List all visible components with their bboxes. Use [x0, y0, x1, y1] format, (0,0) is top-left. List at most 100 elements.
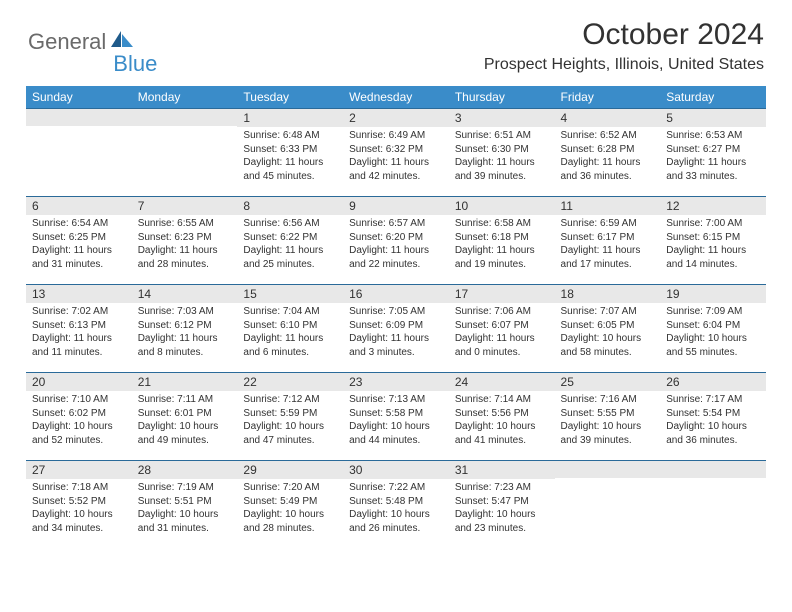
day-content: Sunrise: 7:03 AMSunset: 6:12 PMDaylight:…	[132, 303, 238, 361]
logo-sail-icon	[111, 31, 133, 47]
daylight-text: Daylight: 10 hours	[349, 420, 443, 434]
sunrise-text: Sunrise: 7:19 AM	[138, 481, 232, 495]
daylight-text: and 39 minutes.	[455, 170, 549, 184]
daylight-text: and 17 minutes.	[561, 258, 655, 272]
day-number: 30	[343, 461, 449, 479]
day-number: 19	[660, 285, 766, 303]
daylight-text: and 36 minutes.	[666, 434, 760, 448]
sunrise-text: Sunrise: 6:49 AM	[349, 129, 443, 143]
daylight-text: Daylight: 11 hours	[561, 156, 655, 170]
col-sunday: Sunday	[26, 86, 132, 109]
daylight-text: Daylight: 11 hours	[138, 244, 232, 258]
sunset-text: Sunset: 6:23 PM	[138, 231, 232, 245]
daylight-text: and 55 minutes.	[666, 346, 760, 360]
daylight-text: and 14 minutes.	[666, 258, 760, 272]
day-content: Sunrise: 7:17 AMSunset: 5:54 PMDaylight:…	[660, 391, 766, 449]
day-number: 20	[26, 373, 132, 391]
day-number: 22	[237, 373, 343, 391]
sunset-text: Sunset: 6:07 PM	[455, 319, 549, 333]
daylight-text: Daylight: 11 hours	[666, 244, 760, 258]
day-number: 21	[132, 373, 238, 391]
sunset-text: Sunset: 5:52 PM	[32, 495, 126, 509]
col-wednesday: Wednesday	[343, 86, 449, 109]
day-content: Sunrise: 7:02 AMSunset: 6:13 PMDaylight:…	[26, 303, 132, 361]
calendar-cell: 13Sunrise: 7:02 AMSunset: 6:13 PMDayligh…	[26, 285, 132, 373]
day-content: Sunrise: 6:55 AMSunset: 6:23 PMDaylight:…	[132, 215, 238, 273]
sunset-text: Sunset: 6:04 PM	[666, 319, 760, 333]
day-content	[26, 126, 132, 130]
sunrise-text: Sunrise: 7:13 AM	[349, 393, 443, 407]
day-number: 2	[343, 109, 449, 127]
day-content: Sunrise: 6:54 AMSunset: 6:25 PMDaylight:…	[26, 215, 132, 273]
calendar-cell: 19Sunrise: 7:09 AMSunset: 6:04 PMDayligh…	[660, 285, 766, 373]
daylight-text: Daylight: 11 hours	[349, 244, 443, 258]
calendar-cell: 25Sunrise: 7:16 AMSunset: 5:55 PMDayligh…	[555, 373, 661, 461]
day-content: Sunrise: 6:53 AMSunset: 6:27 PMDaylight:…	[660, 127, 766, 185]
day-content: Sunrise: 7:09 AMSunset: 6:04 PMDaylight:…	[660, 303, 766, 361]
daylight-text: and 22 minutes.	[349, 258, 443, 272]
daylight-text: and 8 minutes.	[138, 346, 232, 360]
sunset-text: Sunset: 6:30 PM	[455, 143, 549, 157]
calendar-cell: 2Sunrise: 6:49 AMSunset: 6:32 PMDaylight…	[343, 109, 449, 197]
sunset-text: Sunset: 6:10 PM	[243, 319, 337, 333]
daylight-text: Daylight: 10 hours	[666, 420, 760, 434]
calendar-cell: 17Sunrise: 7:06 AMSunset: 6:07 PMDayligh…	[449, 285, 555, 373]
sunset-text: Sunset: 6:17 PM	[561, 231, 655, 245]
calendar-cell: 28Sunrise: 7:19 AMSunset: 5:51 PMDayligh…	[132, 461, 238, 549]
calendar-cell: 27Sunrise: 7:18 AMSunset: 5:52 PMDayligh…	[26, 461, 132, 549]
col-friday: Friday	[555, 86, 661, 109]
daylight-text: and 31 minutes.	[32, 258, 126, 272]
day-content: Sunrise: 7:05 AMSunset: 6:09 PMDaylight:…	[343, 303, 449, 361]
daylight-text: Daylight: 10 hours	[32, 420, 126, 434]
daylight-text: Daylight: 10 hours	[561, 420, 655, 434]
sunset-text: Sunset: 5:55 PM	[561, 407, 655, 421]
sunrise-text: Sunrise: 7:09 AM	[666, 305, 760, 319]
day-number: 17	[449, 285, 555, 303]
calendar-row: 1Sunrise: 6:48 AMSunset: 6:33 PMDaylight…	[26, 109, 766, 197]
daylight-text: and 19 minutes.	[455, 258, 549, 272]
daylight-text: and 6 minutes.	[243, 346, 337, 360]
daylight-text: and 31 minutes.	[138, 522, 232, 536]
month-title: October 2024	[484, 18, 764, 52]
daylight-text: and 33 minutes.	[666, 170, 760, 184]
day-content: Sunrise: 7:07 AMSunset: 6:05 PMDaylight:…	[555, 303, 661, 361]
sunset-text: Sunset: 5:47 PM	[455, 495, 549, 509]
sunrise-text: Sunrise: 6:51 AM	[455, 129, 549, 143]
day-number: 1	[237, 109, 343, 127]
daylight-text: Daylight: 11 hours	[455, 156, 549, 170]
calendar-cell: 10Sunrise: 6:58 AMSunset: 6:18 PMDayligh…	[449, 197, 555, 285]
sunset-text: Sunset: 6:01 PM	[138, 407, 232, 421]
sunset-text: Sunset: 5:49 PM	[243, 495, 337, 509]
day-content	[132, 126, 238, 130]
sunset-text: Sunset: 6:15 PM	[666, 231, 760, 245]
day-number: 25	[555, 373, 661, 391]
daylight-text: Daylight: 11 hours	[561, 244, 655, 258]
sunset-text: Sunset: 6:22 PM	[243, 231, 337, 245]
daylight-text: Daylight: 11 hours	[243, 156, 337, 170]
daylight-text: and 45 minutes.	[243, 170, 337, 184]
daylight-text: Daylight: 11 hours	[138, 332, 232, 346]
daylight-text: and 49 minutes.	[138, 434, 232, 448]
daylight-text: and 39 minutes.	[561, 434, 655, 448]
calendar-cell: 7Sunrise: 6:55 AMSunset: 6:23 PMDaylight…	[132, 197, 238, 285]
calendar-cell: 14Sunrise: 7:03 AMSunset: 6:12 PMDayligh…	[132, 285, 238, 373]
day-number: 15	[237, 285, 343, 303]
sunset-text: Sunset: 6:18 PM	[455, 231, 549, 245]
day-number: 31	[449, 461, 555, 479]
sunrise-text: Sunrise: 7:23 AM	[455, 481, 549, 495]
day-content: Sunrise: 7:22 AMSunset: 5:48 PMDaylight:…	[343, 479, 449, 537]
sunrise-text: Sunrise: 7:22 AM	[349, 481, 443, 495]
sunset-text: Sunset: 5:56 PM	[455, 407, 549, 421]
day-number: 11	[555, 197, 661, 215]
day-content: Sunrise: 7:04 AMSunset: 6:10 PMDaylight:…	[237, 303, 343, 361]
daylight-text: and 58 minutes.	[561, 346, 655, 360]
calendar-cell: 26Sunrise: 7:17 AMSunset: 5:54 PMDayligh…	[660, 373, 766, 461]
sunset-text: Sunset: 6:02 PM	[32, 407, 126, 421]
day-content: Sunrise: 6:59 AMSunset: 6:17 PMDaylight:…	[555, 215, 661, 273]
sunrise-text: Sunrise: 7:02 AM	[32, 305, 126, 319]
day-number: 3	[449, 109, 555, 127]
day-number: 10	[449, 197, 555, 215]
calendar-cell: 22Sunrise: 7:12 AMSunset: 5:59 PMDayligh…	[237, 373, 343, 461]
daylight-text: and 28 minutes.	[243, 522, 337, 536]
calendar-cell: 1Sunrise: 6:48 AMSunset: 6:33 PMDaylight…	[237, 109, 343, 197]
